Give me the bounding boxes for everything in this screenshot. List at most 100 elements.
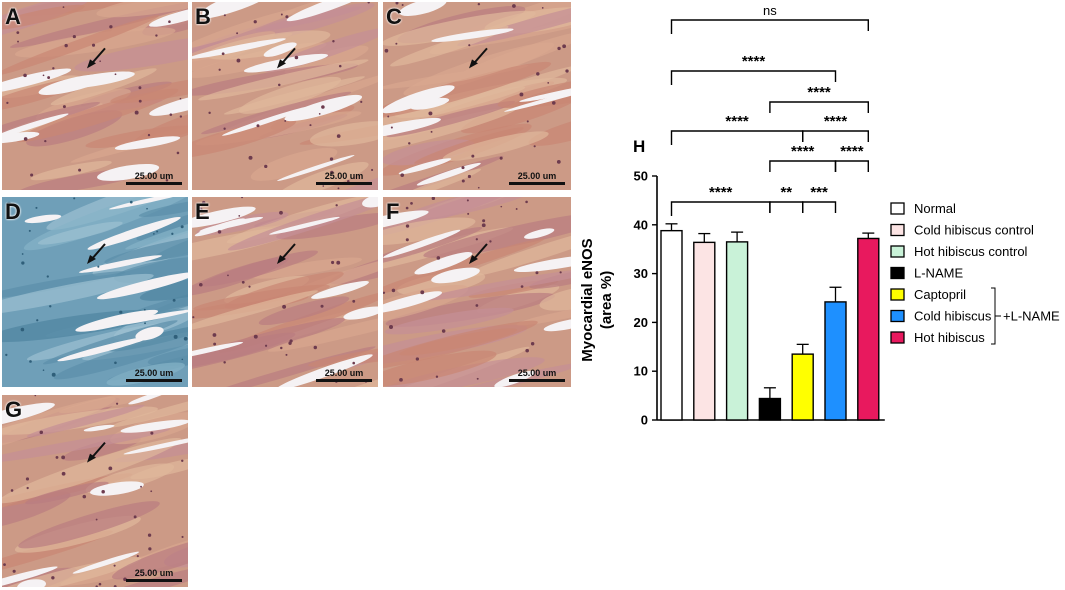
fiber-band xyxy=(110,72,188,104)
nucleus-dot xyxy=(320,304,324,308)
legend-swatch xyxy=(890,223,905,237)
interstitial-gap xyxy=(343,306,378,320)
nucleus-dot xyxy=(78,168,82,172)
nucleus-dot xyxy=(441,329,446,333)
arrow-icon xyxy=(87,255,96,264)
fiber-band xyxy=(104,229,188,265)
nucleus-dot xyxy=(515,208,518,210)
significance-bracket xyxy=(769,101,869,113)
micrograph-panel-f: F 25.00 um xyxy=(383,197,571,387)
scale-bar: 25.00 um xyxy=(126,568,182,582)
nucleus-dot xyxy=(173,334,178,339)
fiber-band xyxy=(383,107,517,157)
nucleus-dot xyxy=(285,353,288,356)
nucleus-dot xyxy=(6,101,9,105)
interstitial-gap xyxy=(200,2,268,19)
interstitial-gap xyxy=(97,163,160,181)
fiber-band xyxy=(250,147,338,181)
fiber-band xyxy=(25,481,109,505)
panel-letter-h: H xyxy=(633,137,645,156)
nucleus-dot xyxy=(198,207,203,212)
nucleus-dot xyxy=(405,238,409,242)
nucleus-dot xyxy=(279,210,283,215)
significance-label: ns xyxy=(763,3,777,18)
nucleus-dot xyxy=(168,20,171,23)
nucleus-dot xyxy=(336,134,341,138)
y-tick-label: 10 xyxy=(634,364,648,379)
fiber-band xyxy=(201,91,352,135)
micrograph-image xyxy=(2,197,188,387)
legend-label: Hot hibiscus control xyxy=(914,244,1028,259)
significance-bracket xyxy=(802,130,869,142)
nucleus-dot xyxy=(536,72,540,76)
legend-swatch xyxy=(890,309,905,323)
nucleus-dot xyxy=(21,253,24,255)
interstitial-gap xyxy=(72,551,140,574)
fiber-band xyxy=(26,404,145,437)
bar-normal xyxy=(660,229,683,421)
nucleus-dot xyxy=(322,185,325,187)
nucleus-dot xyxy=(410,202,413,205)
nucleus-dot xyxy=(352,361,356,365)
nucleus-dot xyxy=(280,346,283,350)
nucleus-dot xyxy=(313,345,318,350)
nucleus-dot xyxy=(471,154,475,158)
nucleus-dot xyxy=(278,83,281,87)
nucleus-dot xyxy=(294,55,299,60)
nucleus-dot xyxy=(29,360,32,363)
micrograph-panel-b: B 25.00 um xyxy=(192,2,378,190)
interstitial-gap xyxy=(383,210,429,232)
nucleus-dot xyxy=(347,180,350,183)
interstitial-gap xyxy=(192,206,256,229)
nucleus-dot xyxy=(64,43,68,48)
interstitial-gap xyxy=(17,579,47,587)
significance-label: **** xyxy=(725,113,749,130)
nucleus-dot xyxy=(525,348,529,353)
panel-letter: C xyxy=(386,4,402,29)
fiber-band xyxy=(2,15,160,76)
interstitial-gap xyxy=(96,272,188,300)
nucleus-dot xyxy=(415,357,419,361)
nucleus-dot xyxy=(256,124,260,128)
fiber-band xyxy=(74,34,188,72)
legend-swatch xyxy=(890,266,905,280)
nucleus-dot xyxy=(241,197,244,199)
nucleus-dot xyxy=(390,126,393,129)
micrograph-panel-e: E 25.00 um xyxy=(192,197,378,387)
significance-label: **** xyxy=(742,53,766,70)
interstitial-gap xyxy=(269,216,340,235)
fiber-band xyxy=(383,357,545,387)
nucleus-dot xyxy=(253,334,258,339)
nucleus-dot xyxy=(62,105,66,109)
group-label: +L-NAME xyxy=(1003,309,1060,324)
nucleus-dot xyxy=(138,86,142,90)
interstitial-gap xyxy=(2,566,58,587)
nucleus-dot xyxy=(20,327,25,332)
fiber-band xyxy=(255,6,362,32)
nucleus-dot xyxy=(248,155,253,160)
fiber-band xyxy=(147,343,188,367)
nucleus-dot xyxy=(264,164,268,169)
nucleus-dot xyxy=(535,271,539,275)
fiber-band xyxy=(420,266,571,301)
fiber-band xyxy=(142,2,188,36)
nucleus-dot xyxy=(551,101,556,105)
y-tick-label: 0 xyxy=(641,413,648,428)
fiber-band xyxy=(2,437,182,504)
fiber-band xyxy=(201,250,319,287)
nucleus-dot xyxy=(3,563,6,566)
micrograph-panel-d: D 25.00 um xyxy=(2,197,188,387)
nucleus-dot xyxy=(21,261,25,265)
nucleus-dot xyxy=(223,361,226,364)
bar-hot-hibiscus xyxy=(857,237,880,421)
interstitial-gap xyxy=(2,131,40,144)
fiber-band xyxy=(192,317,346,374)
scale-bar: 25.00 um xyxy=(126,368,182,382)
enos-bar-chart: H Myocardial eNOS (area %) 0 10 20 30 40 50 n… xyxy=(579,3,1060,428)
fiber-band xyxy=(53,329,188,380)
scale-bar: 25.00 um xyxy=(126,171,182,185)
nucleus-dot xyxy=(52,67,55,70)
significance-bracket xyxy=(769,160,837,172)
nucleus-dot xyxy=(10,489,14,492)
nucleus-dot xyxy=(217,230,222,234)
